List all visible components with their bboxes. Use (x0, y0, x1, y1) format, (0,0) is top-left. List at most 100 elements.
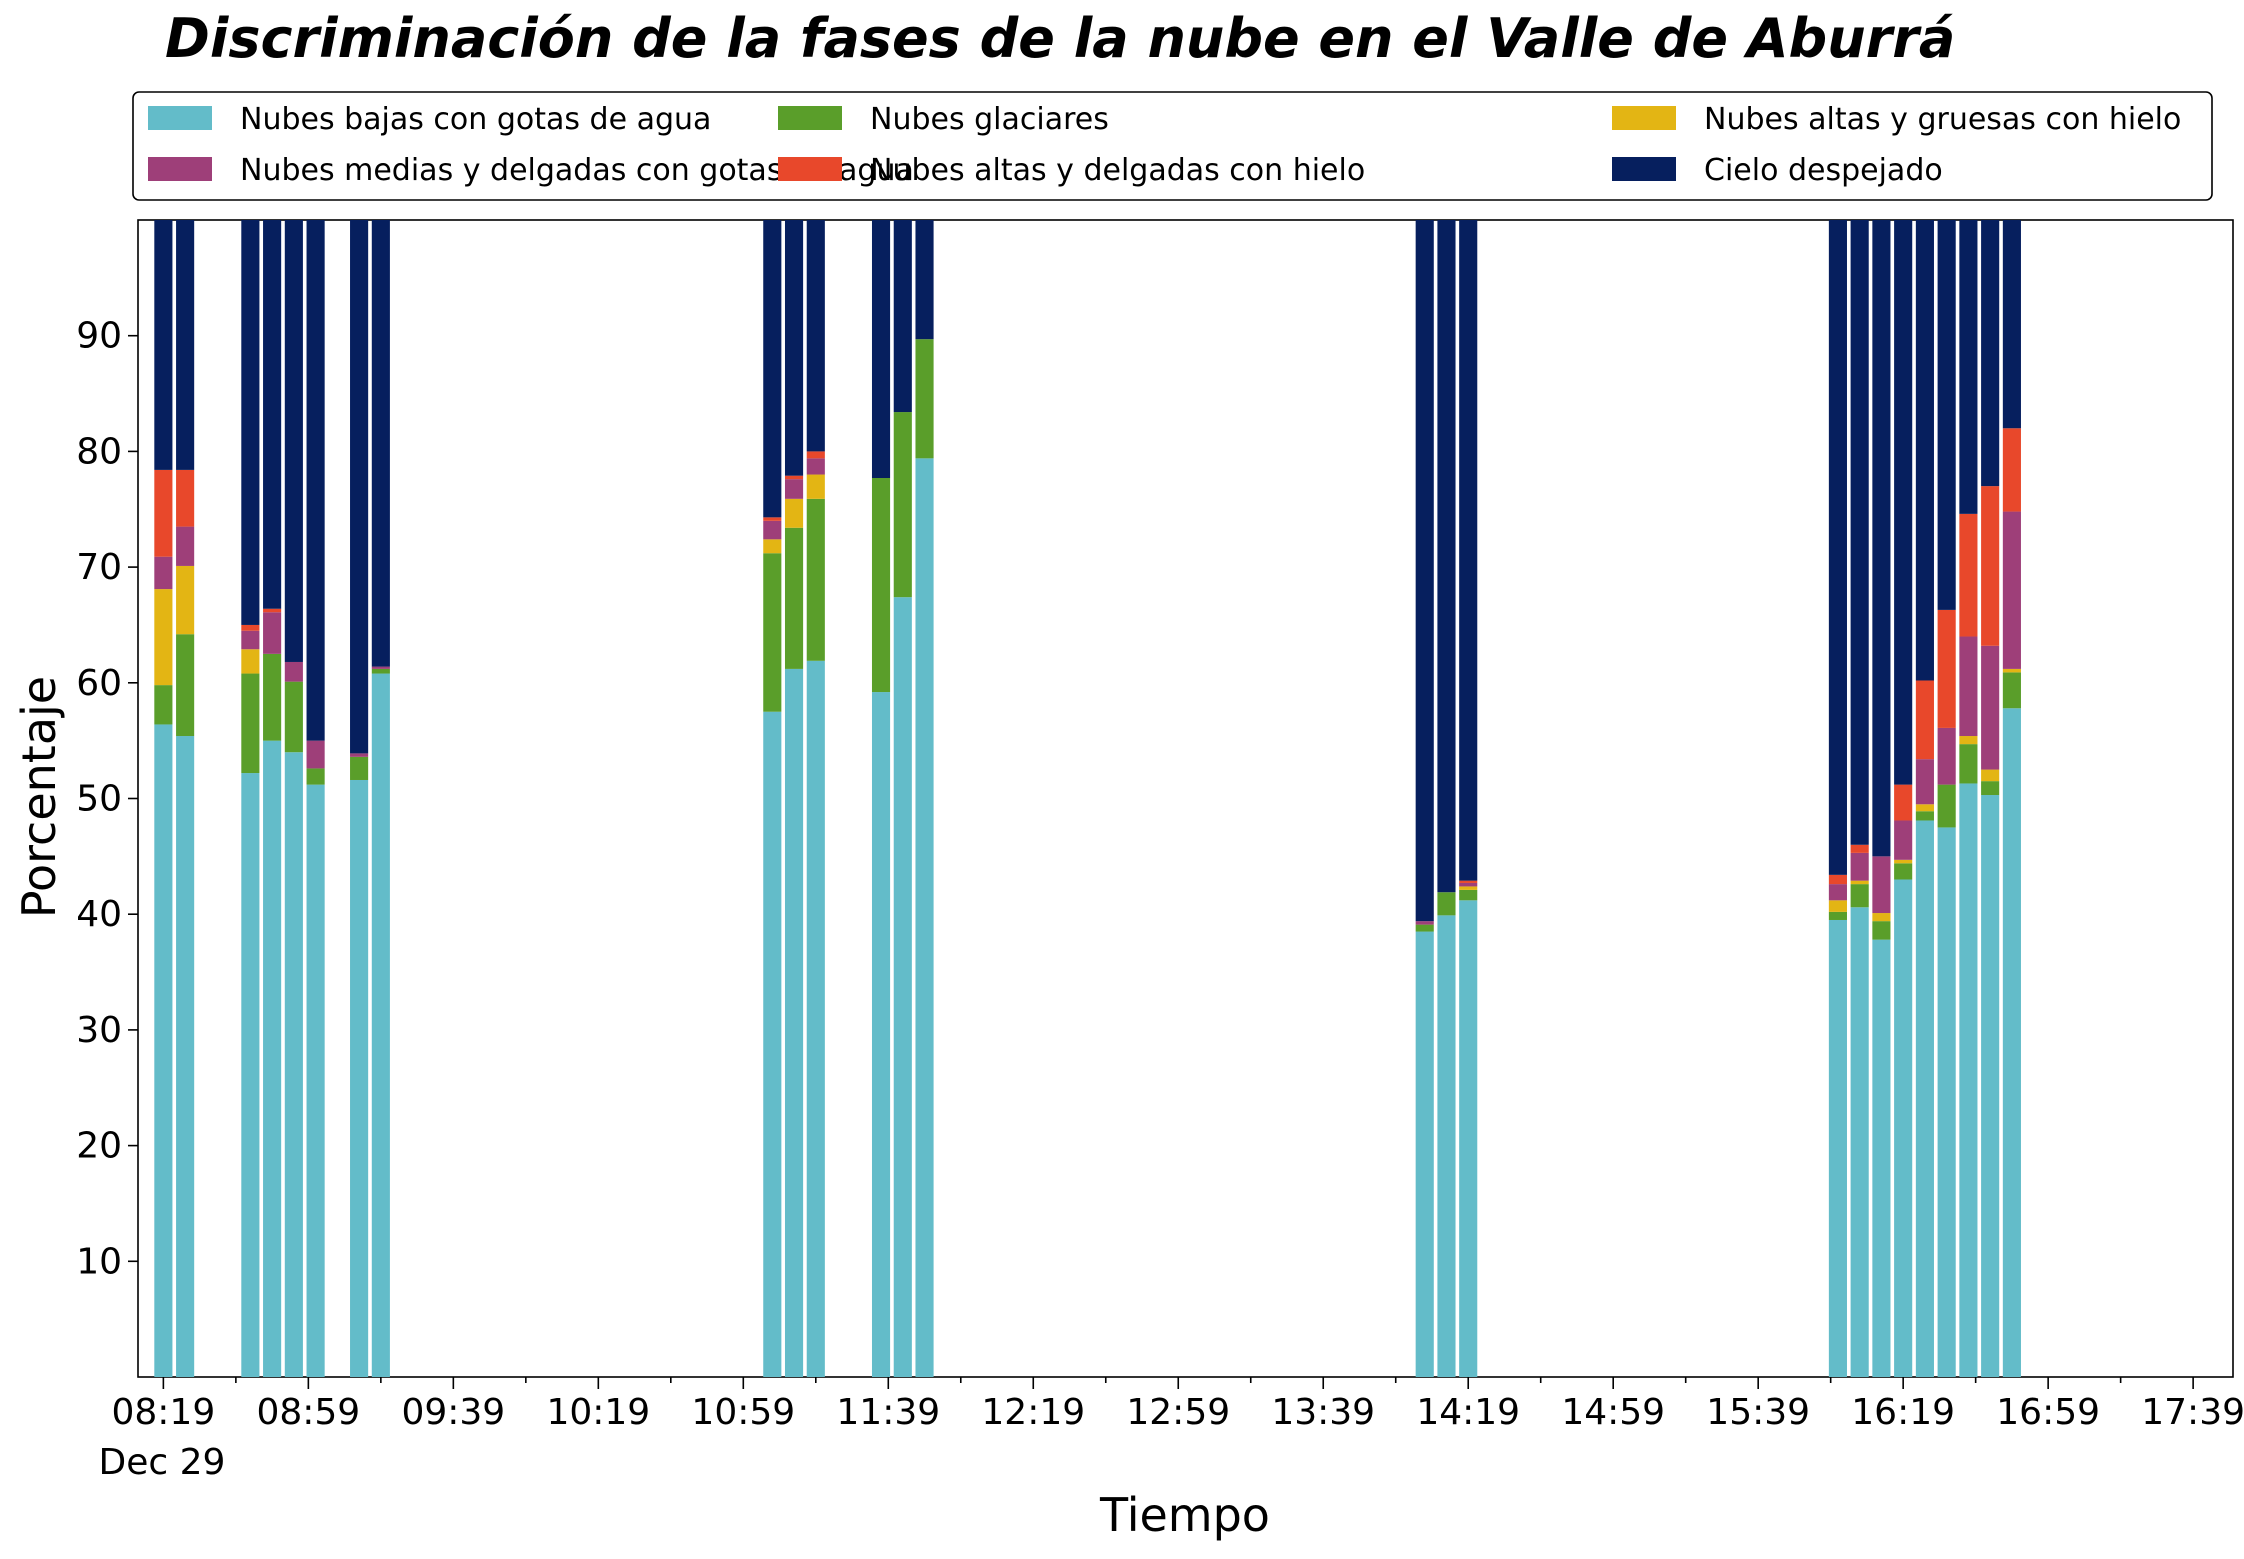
bar-segment-cielo-despejado (306, 220, 325, 741)
bar-segment-nubes-altas-y-delgadas-con-hielo (176, 469, 195, 527)
bars-group (154, 220, 2021, 1377)
bar-segment-nubes-bajas-con-gotas-de-agua (2002, 708, 2021, 1377)
bar-segment-nubes-altas-y-gruesas-con-hielo (1459, 886, 1478, 890)
bar-segment-cielo-despejado (1937, 220, 1956, 610)
bar-segment-nubes-bajas-con-gotas-de-agua (1437, 915, 1456, 1377)
bar-segment-nubes-bajas-con-gotas-de-agua (784, 668, 804, 1377)
y-axis-label: Porcentaje (12, 676, 66, 918)
bar-segment-cielo-despejado (1437, 220, 1456, 893)
bar-segment-nubes-glaciares (284, 681, 303, 753)
bar-segment-nubes-medias-y-delgadas-con-gotas-de-agua (1894, 820, 1913, 860)
bar-segment-nubes-altas-y-delgadas-con-hielo (263, 608, 282, 613)
bar-segment-nubes-altas-y-gruesas-con-hielo (1981, 769, 2000, 782)
bar-segment-nubes-medias-y-delgadas-con-gotas-de-agua (1415, 921, 1434, 925)
bar-segment-nubes-bajas-con-gotas-de-agua (1459, 900, 1478, 1377)
bar-segment-cielo-despejado (284, 220, 303, 662)
bar-segment-nubes-altas-y-gruesas-con-hielo (784, 498, 804, 528)
bar-segment-cielo-despejado (1981, 220, 2000, 487)
x-date-label: Dec 29 (99, 1442, 226, 1483)
bar-segment-cielo-despejado (1828, 220, 1847, 875)
bar-segment-nubes-altas-y-gruesas-con-hielo (806, 474, 825, 499)
y-axis: 10 20 30 40 50 60 70 80 90 (76, 316, 138, 1282)
bar-segment-nubes-glaciares (893, 412, 912, 598)
bar-segment-nubes-glaciares (1981, 781, 2000, 796)
bar-segment-nubes-altas-y-delgadas-con-hielo (1850, 844, 1869, 853)
bar-segment-nubes-glaciares (1850, 884, 1869, 908)
bar-segment-nubes-bajas-con-gotas-de-agua (350, 779, 369, 1377)
x-tick-label: 14:59 (1561, 1392, 1665, 1433)
y-tick-label: 90 (76, 316, 122, 357)
bar-segment-nubes-bajas-con-gotas-de-agua (1959, 783, 1978, 1377)
bar-segment-nubes-medias-y-delgadas-con-gotas-de-agua (306, 740, 325, 769)
legend-frame (132, 91, 2213, 201)
bar-segment-nubes-altas-y-gruesas-con-hielo (176, 565, 195, 635)
bar-segment-nubes-glaciares (784, 527, 804, 669)
bar-segment-nubes-altas-y-delgadas-con-hielo (806, 451, 825, 459)
bar-segment-nubes-medias-y-delgadas-con-gotas-de-agua (371, 666, 390, 669)
bar-segment-nubes-glaciares (2002, 672, 2021, 709)
bar-segment-nubes-glaciares (1915, 811, 1934, 821)
bar-segment-cielo-despejado (1959, 220, 1978, 514)
bar-segment-nubes-glaciares (1937, 784, 1956, 828)
bar-segment-nubes-medias-y-delgadas-con-gotas-de-agua (154, 556, 173, 590)
bar-segment-nubes-glaciares (241, 673, 260, 774)
legend: Nubes bajas con gotas de agua Nubes glaci… (132, 91, 2213, 201)
bar-segment-nubes-glaciares (806, 498, 825, 661)
x-tick-label: 15:39 (1706, 1392, 1810, 1433)
bar-segment-cielo-despejado (1872, 220, 1891, 857)
bar-segment-nubes-altas-y-gruesas-con-hielo (1828, 900, 1847, 912)
bar-segment-nubes-bajas-con-gotas-de-agua (1872, 939, 1891, 1377)
y-tick-label: 10 (76, 1241, 122, 1282)
bar-segment-nubes-medias-y-delgadas-con-gotas-de-agua (1981, 645, 2000, 770)
bar-segment-nubes-bajas-con-gotas-de-agua (1850, 907, 1869, 1377)
x-axis-label: Tiempo (1099, 1488, 1270, 1542)
bar-segment-nubes-bajas-con-gotas-de-agua (176, 736, 195, 1377)
bar-segment-nubes-medias-y-delgadas-con-gotas-de-agua (350, 753, 369, 757)
bar-segment-nubes-medias-y-delgadas-con-gotas-de-agua (1828, 884, 1847, 901)
bar-segment-nubes-altas-y-delgadas-con-hielo (1981, 486, 2000, 646)
bar-segment-nubes-bajas-con-gotas-de-agua (893, 597, 912, 1377)
bar-segment-nubes-altas-y-gruesas-con-hielo (1894, 859, 1913, 864)
bar-segment-cielo-despejado (763, 220, 782, 518)
x-tick-label: 12:19 (981, 1392, 1085, 1433)
x-tick-label: 13:39 (1271, 1392, 1375, 1433)
y-tick-label: 50 (76, 779, 122, 820)
bar-segment-nubes-altas-y-delgadas-con-hielo (1915, 680, 1934, 760)
bar-segment-nubes-altas-y-delgadas-con-hielo (1937, 609, 1956, 728)
bar-segment-cielo-despejado (241, 220, 260, 625)
bar-segment-nubes-medias-y-delgadas-con-gotas-de-agua (176, 526, 195, 566)
x-tick-label: 14:19 (1416, 1392, 1520, 1433)
bar-segment-nubes-altas-y-delgadas-con-hielo (2002, 428, 2021, 512)
bar-segment-nubes-altas-y-gruesas-con-hielo (1915, 804, 1934, 812)
bar-segment-cielo-despejado (784, 220, 804, 476)
bar-segment-nubes-bajas-con-gotas-de-agua (1415, 931, 1434, 1377)
legend-label-nubes-altas-y-delgadas-con-hielo: Nubes altas y delgadas con hielo (870, 153, 1365, 188)
bar-segment-nubes-altas-y-delgadas-con-hielo (1959, 513, 1978, 637)
x-tick-label: 16:19 (1851, 1392, 1955, 1433)
bar-segment-nubes-medias-y-delgadas-con-gotas-de-agua (1937, 727, 1956, 785)
y-tick-label: 70 (76, 547, 122, 588)
bar-segment-nubes-altas-y-delgadas-con-hielo (763, 517, 782, 521)
bar-segment-nubes-medias-y-delgadas-con-gotas-de-agua (284, 661, 303, 682)
bar-segment-nubes-glaciares (1459, 889, 1478, 901)
bar-segment-nubes-medias-y-delgadas-con-gotas-de-agua (1872, 856, 1891, 914)
bar-segment-nubes-bajas-con-gotas-de-agua (284, 752, 303, 1377)
bar-segment-nubes-glaciares (871, 478, 891, 693)
bar-segment-nubes-glaciares (1828, 911, 1847, 920)
bar-segment-cielo-despejado (1915, 220, 1934, 681)
bar-segment-nubes-medias-y-delgadas-con-gotas-de-agua (763, 520, 782, 540)
bar-segment-nubes-bajas-con-gotas-de-agua (763, 711, 782, 1377)
x-tick-label: 11:39 (836, 1392, 940, 1433)
bar-segment-cielo-despejado (2002, 220, 2021, 429)
x-tick-label: 16:59 (1996, 1392, 2100, 1433)
x-axis: 08:19 08:59 09:39 10:19 10:59 11:39 12:19 12:59… (111, 1377, 2244, 1433)
bar-segment-nubes-glaciares (1437, 892, 1456, 916)
legend-swatch-nubes-altas-y-delgadas-con-hielo (778, 157, 842, 181)
bar-segment-nubes-bajas-con-gotas-de-agua (871, 692, 891, 1377)
bar-segment-nubes-bajas-con-gotas-de-agua (1915, 820, 1934, 1377)
y-tick-label: 30 (76, 1010, 122, 1051)
bar-segment-nubes-altas-y-gruesas-con-hielo (2002, 668, 2021, 673)
legend-label-nubes-glaciares: Nubes glaciares (870, 102, 1109, 137)
bar-segment-nubes-glaciares (371, 668, 390, 674)
